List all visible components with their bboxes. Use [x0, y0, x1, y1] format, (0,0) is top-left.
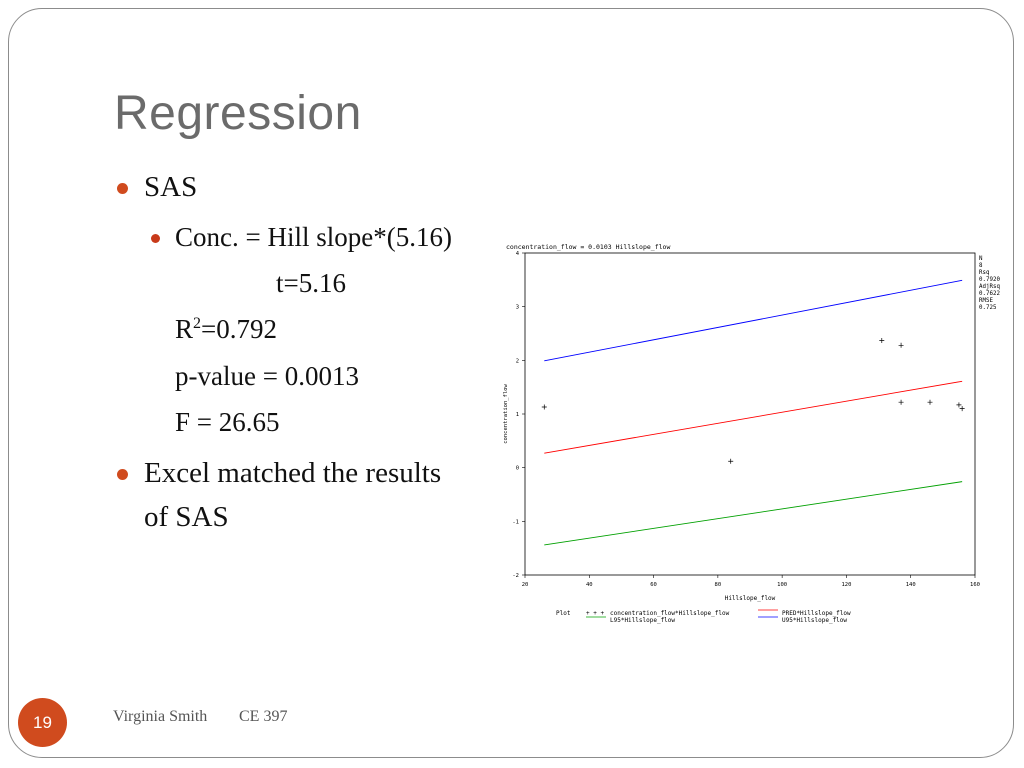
y-tick-label: 4 — [516, 251, 520, 257]
y-tick-label: 2 — [516, 358, 519, 364]
r-squared-text: R2=0.792 — [175, 314, 277, 344]
y-tick-label: 0 — [516, 466, 519, 472]
data-point — [879, 337, 885, 343]
y-tick-label: 3 — [516, 305, 519, 311]
regression-plot-svg: concentration_flow = 0.0103 Hillslope_fl… — [503, 243, 1000, 624]
page-number-badge: 19 — [18, 698, 67, 747]
bullet-dot — [117, 469, 128, 480]
y-tick-label: -2 — [512, 573, 519, 579]
x-tick-label: 160 — [970, 582, 980, 588]
legend-prefix: Plot — [556, 610, 571, 617]
legend-u95-label: U95*Hillslope_flow — [782, 617, 847, 624]
slide-frame — [8, 8, 1014, 758]
series-line — [544, 279, 963, 362]
data-point — [956, 402, 962, 408]
y-tick-label: -1 — [512, 519, 519, 525]
x-tick-label: 140 — [906, 582, 916, 588]
data-point — [898, 399, 904, 405]
t-stat-text: t=5.16 — [276, 268, 346, 298]
excel-text-line2: of SAS — [144, 501, 229, 533]
data-point — [927, 399, 933, 405]
y-axis-label: concentration_flow — [503, 384, 509, 444]
stat-value: 0.725 — [979, 305, 997, 311]
equation-text: Conc. = Hill slope*(5.16) — [175, 222, 452, 252]
footer-course: CE 397 — [239, 708, 288, 725]
series-line — [544, 380, 963, 454]
x-tick-label: 120 — [841, 582, 851, 588]
data-points — [541, 337, 965, 464]
f-stat-text: F = 26.65 — [175, 407, 280, 437]
stat-label: RMSE — [979, 298, 993, 304]
stat-value: 8 — [979, 263, 983, 269]
x-tick-label: 20 — [522, 582, 529, 588]
y-tick-label: 1 — [516, 412, 519, 418]
data-point — [728, 458, 734, 464]
chart-title: concentration_flow = 0.0103 Hillslope_fl… — [506, 243, 670, 251]
x-axis-label: Hillslope_flow — [725, 595, 776, 602]
sub-bullet-dot — [151, 234, 160, 243]
data-point — [959, 406, 965, 412]
slide-title: Regression — [114, 87, 362, 140]
data-point — [541, 404, 547, 410]
x-tick-label: 60 — [650, 582, 657, 588]
bullet-dot — [117, 183, 128, 194]
regression-plot: concentration_flow = 0.0103 Hillslope_fl… — [498, 240, 1008, 630]
series-line — [544, 481, 963, 546]
bullet-sas: SAS — [144, 171, 198, 203]
excel-text-line1: Excel matched the results — [144, 457, 442, 489]
legend-pred-label: PRED*Hillslope_flow — [782, 610, 851, 617]
legend-points-label: concentration_flow*Hillslope_flow — [610, 610, 730, 617]
data-point — [898, 342, 904, 348]
chart-legend: Plot + + + concentration_flow*Hillslope_… — [556, 609, 851, 624]
stat-label: AdjRsq — [979, 284, 1000, 290]
stat-value: 0.7622 — [979, 291, 1000, 297]
stat-label: Rsq — [979, 270, 989, 276]
regression-lines — [544, 279, 963, 546]
x-tick-label: 80 — [715, 582, 722, 588]
axis-ticks: 20 40 60 80 100 120 140 160 -2 -1 0 1 2 3 4 — [512, 251, 980, 588]
p-value-text: p-value = 0.0013 — [175, 361, 359, 391]
x-tick-label: 40 — [586, 582, 593, 588]
legend-points-symbol: + + + — [586, 610, 604, 617]
stat-label: N — [979, 256, 983, 262]
x-tick-label: 100 — [777, 582, 787, 588]
footer-author: Virginia Smith — [113, 708, 208, 725]
stat-value: 0.7920 — [979, 277, 1000, 283]
legend-l95-label: L95*Hillslope_flow — [610, 617, 675, 624]
plot-frame — [524, 252, 976, 576]
